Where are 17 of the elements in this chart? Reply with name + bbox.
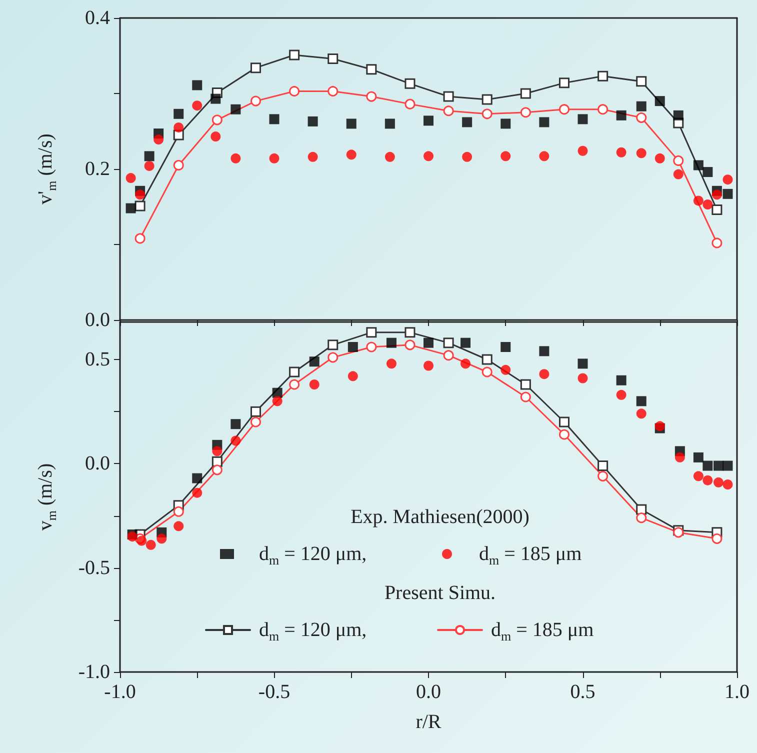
y-tick-label: 0.0 bbox=[85, 452, 110, 475]
x-tick-label: 0.0 bbox=[416, 681, 441, 703]
y-tick-label: 0.0 bbox=[85, 309, 110, 331]
x-tick-label: -0.5 bbox=[258, 681, 290, 703]
y-axis-title: vm (m/s) bbox=[34, 463, 59, 531]
y-tick-label: 0.5 bbox=[85, 348, 110, 370]
y-tick-label: 0.4 bbox=[85, 7, 110, 29]
annotation: Exp. Mathiesen(2000) bbox=[350, 506, 530, 528]
x-tick-label: -1.0 bbox=[104, 681, 136, 703]
y-tick-label: 0.2 bbox=[85, 158, 110, 180]
y-tick-label: -1.0 bbox=[78, 661, 110, 683]
x-axis-title: r/R bbox=[416, 711, 442, 733]
x-tick-label: 1.0 bbox=[724, 681, 750, 703]
x-tick-label: 0.5 bbox=[570, 681, 596, 703]
y-axis-title: v'm (m/s) bbox=[34, 134, 59, 204]
annotation: Present Simu. bbox=[384, 582, 496, 604]
y-tick-label: -0.5 bbox=[78, 556, 110, 579]
